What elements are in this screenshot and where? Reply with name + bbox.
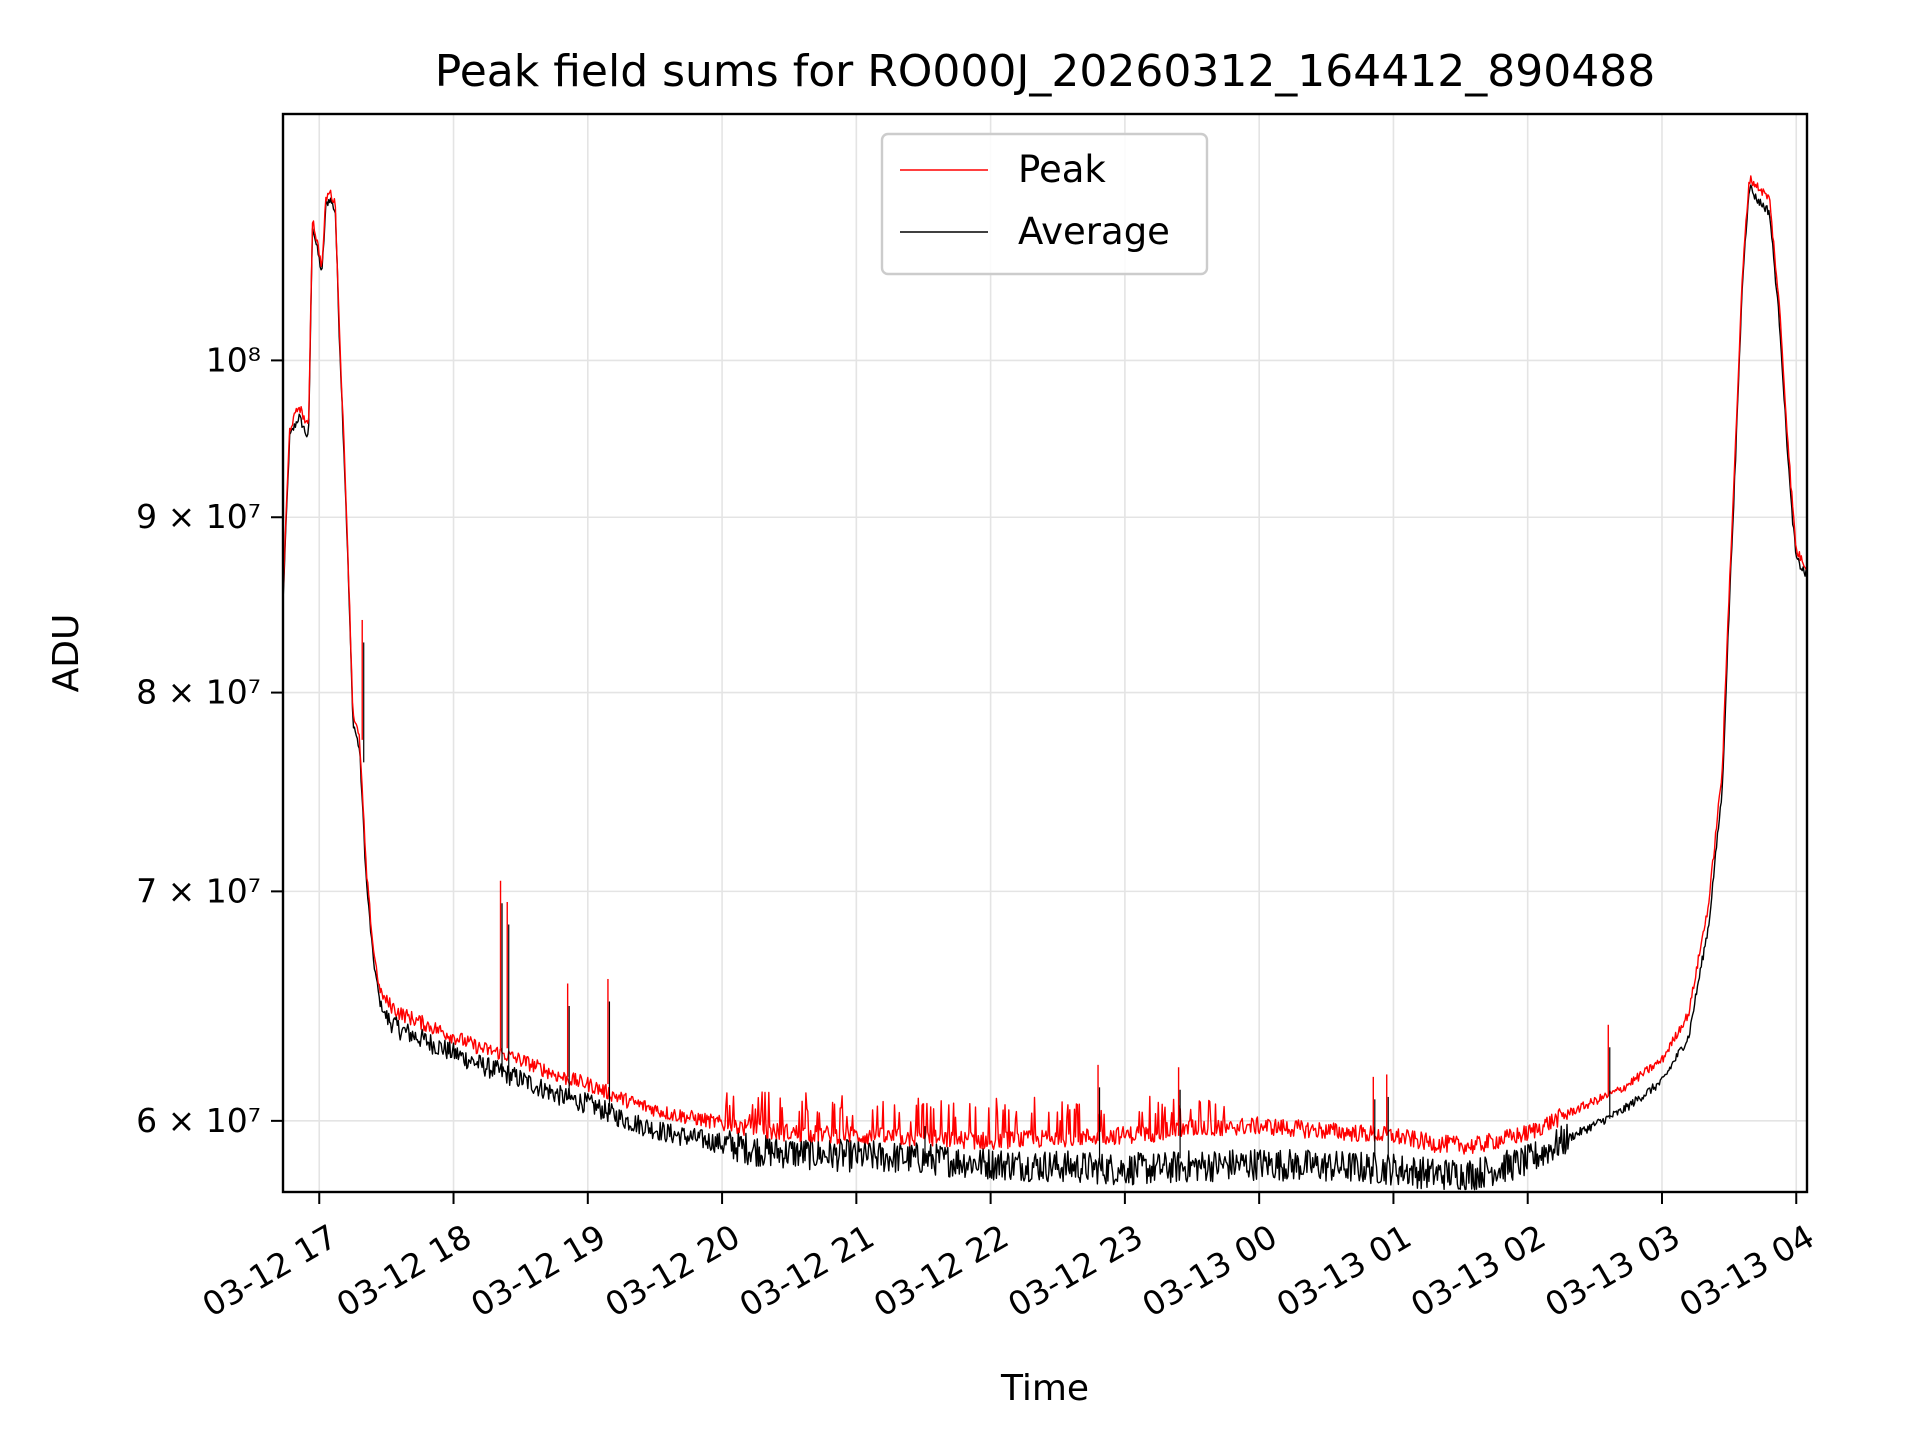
y-tick-label: 8 × 10⁷ bbox=[136, 673, 261, 712]
y-tick-label: 10⁸ bbox=[206, 340, 261, 379]
x-axis-label: Time bbox=[1000, 1368, 1089, 1409]
chart-title: Peak field sums for RO000J_20260312_1644… bbox=[435, 46, 1656, 97]
legend-label-peak: Peak bbox=[1018, 148, 1106, 191]
y-axis-label: ADU bbox=[46, 614, 87, 693]
y-axis: 6 × 10⁷ 7 × 10⁷ 8 × 10⁷ 9 × 10⁷ 10⁸ bbox=[136, 340, 283, 1140]
series-line-peak bbox=[282, 175, 1808, 1155]
series-group bbox=[282, 175, 1808, 1191]
series-line-average bbox=[282, 184, 1808, 1191]
y-tick-label: 7 × 10⁷ bbox=[136, 871, 261, 910]
y-tick-label: 6 × 10⁷ bbox=[136, 1101, 261, 1140]
y-tick-label: 9 × 10⁷ bbox=[136, 497, 261, 536]
legend-label-average: Average bbox=[1018, 210, 1170, 253]
legend-box bbox=[880, 132, 1209, 276]
legend: Peak Average bbox=[880, 132, 1209, 276]
grid bbox=[283, 114, 1807, 1192]
plot-frame bbox=[281, 112, 1809, 1194]
